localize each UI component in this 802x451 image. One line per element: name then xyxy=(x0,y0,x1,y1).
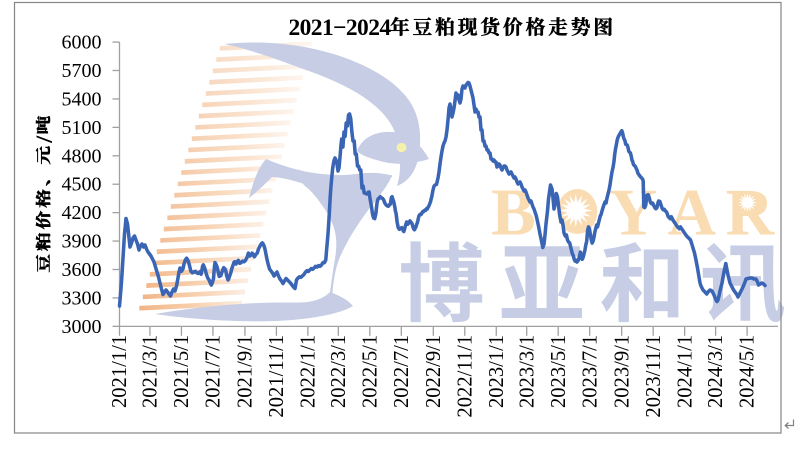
svg-text:2022/9/1: 2022/9/1 xyxy=(423,335,445,408)
svg-text:6000: 6000 xyxy=(62,32,102,54)
svg-text:2021/5/1: 2021/5/1 xyxy=(171,335,193,408)
svg-text:2021/7/1: 2021/7/1 xyxy=(203,335,225,408)
svg-text:2022/11/1: 2022/11/1 xyxy=(454,335,476,418)
svg-text:2023/5/1: 2023/5/1 xyxy=(548,335,570,408)
svg-text:2023/7/1: 2023/7/1 xyxy=(579,335,601,408)
svg-text:2023/1/1: 2023/1/1 xyxy=(486,335,508,408)
svg-text:2024/3/1: 2024/3/1 xyxy=(705,335,727,408)
svg-text:2021−2024: 2021−2024 xyxy=(289,15,392,41)
svg-text:3900: 3900 xyxy=(62,231,102,253)
svg-text:2022/7/1: 2022/7/1 xyxy=(391,335,413,408)
svg-text:2022/3/1: 2022/3/1 xyxy=(328,335,350,408)
svg-text:4800: 4800 xyxy=(62,145,102,167)
svg-text:A: A xyxy=(668,176,716,250)
svg-text:2021/9/1: 2021/9/1 xyxy=(235,335,257,408)
svg-text:2023/11/1: 2023/11/1 xyxy=(643,335,665,418)
svg-text:2021/1/1: 2021/1/1 xyxy=(109,335,131,408)
svg-text:4500: 4500 xyxy=(62,174,102,196)
svg-text:2024/1/1: 2024/1/1 xyxy=(674,335,696,408)
svg-text:5400: 5400 xyxy=(62,88,102,110)
svg-text:2022/1/1: 2022/1/1 xyxy=(297,335,319,408)
svg-text:2023/3/1: 2023/3/1 xyxy=(516,335,538,408)
svg-text:4200: 4200 xyxy=(62,202,102,224)
svg-text:5100: 5100 xyxy=(62,117,102,139)
svg-text:Y: Y xyxy=(609,176,657,250)
svg-text:3300: 3300 xyxy=(62,287,102,309)
svg-text:5700: 5700 xyxy=(62,60,102,82)
svg-text:2024/5/1: 2024/5/1 xyxy=(737,335,759,408)
svg-text:2023/9/1: 2023/9/1 xyxy=(611,335,633,408)
svg-text:B: B xyxy=(491,176,536,250)
svg-text:2021/3/1: 2021/3/1 xyxy=(140,335,162,408)
svg-text:2022/5/1: 2022/5/1 xyxy=(359,335,381,408)
svg-text:3000: 3000 xyxy=(62,316,102,338)
svg-text:3600: 3600 xyxy=(62,259,102,281)
svg-text:2021/11/1: 2021/11/1 xyxy=(266,335,288,418)
